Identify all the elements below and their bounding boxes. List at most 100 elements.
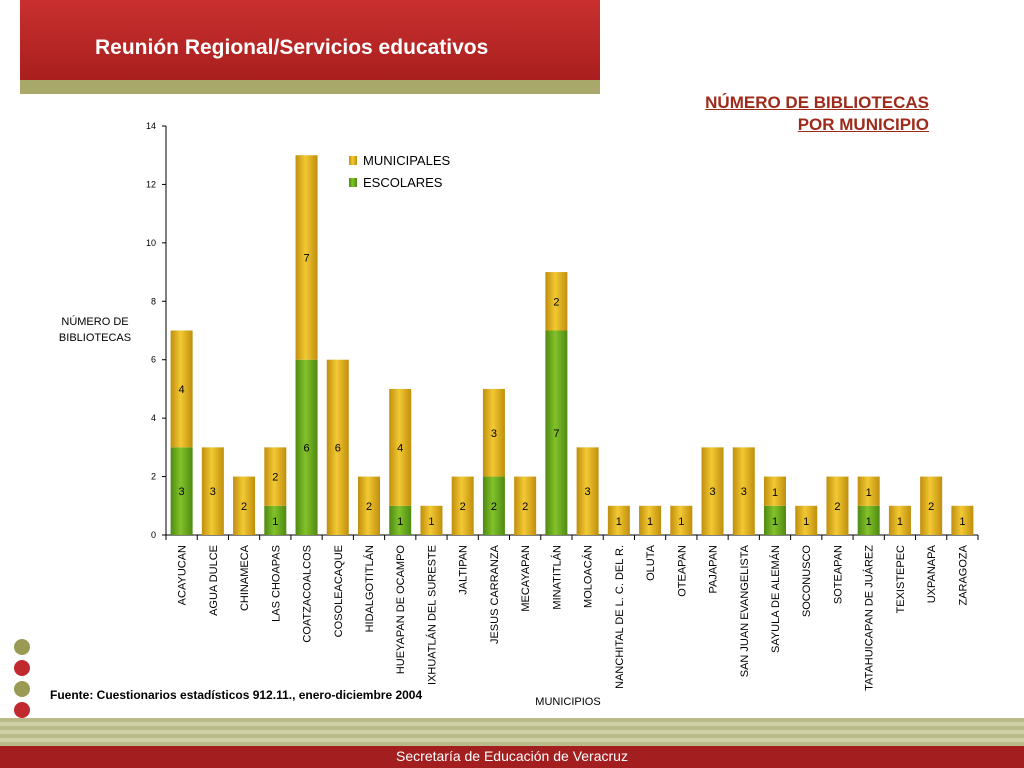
- bar-escolares: [482, 476, 505, 535]
- decorative-circle: [14, 660, 30, 676]
- category-label: TEXISTEPEC: [895, 545, 907, 614]
- category-label: AGUA DULCE: [208, 545, 220, 616]
- bar-municipales: [514, 476, 537, 535]
- category-label: CHINAMECA: [239, 544, 251, 611]
- data-label: 4: [179, 384, 185, 396]
- category-label: SAN JUAN EVANGELISTA: [739, 544, 751, 677]
- data-label: 1: [866, 487, 872, 499]
- legend-label: ESCOLARES: [363, 175, 443, 190]
- data-label: 1: [678, 516, 684, 528]
- bar-escolares: [295, 359, 318, 535]
- category-label: COATZACOALCOS: [302, 545, 314, 643]
- bar-escolares: [545, 330, 568, 535]
- data-label: 2: [928, 501, 934, 513]
- legend-swatch: [349, 178, 357, 187]
- y-tick-label: 6: [151, 355, 156, 365]
- bar-municipales: [576, 447, 599, 535]
- data-label: 2: [460, 501, 466, 513]
- decorative-circle: [14, 639, 30, 655]
- bar-escolares: [389, 505, 412, 535]
- data-label: 6: [335, 442, 341, 454]
- y-tick-label: 2: [151, 472, 156, 482]
- category-label: SAYULA DE ALEMÁN: [769, 545, 782, 653]
- category-label: HIDALGOTITLÁN: [363, 545, 376, 632]
- data-label: 7: [303, 252, 309, 264]
- bar-municipales: [545, 272, 568, 331]
- bar-municipales: [420, 505, 443, 535]
- footer-text: Secretaría de Educación de Veracruz: [396, 748, 628, 764]
- header-stripe: [20, 80, 600, 94]
- bar-municipales: [607, 505, 630, 535]
- bar-municipales: [201, 447, 224, 535]
- footer-banner: [0, 746, 1024, 768]
- data-label: 1: [866, 516, 872, 528]
- category-label: MECAYAPAN: [520, 545, 532, 612]
- data-label: 2: [241, 501, 247, 513]
- data-label: 1: [772, 487, 778, 499]
- data-label: 7: [553, 428, 559, 440]
- bar-municipales: [670, 505, 693, 535]
- data-label: 1: [272, 516, 278, 528]
- data-label: 2: [366, 501, 372, 513]
- bar-municipales: [295, 155, 318, 360]
- bar-municipales: [326, 359, 349, 535]
- bar-municipales: [764, 476, 786, 506]
- category-label: IXHUATLÁN DEL SURESTE: [425, 545, 438, 685]
- data-label: 3: [179, 486, 185, 498]
- category-label: PAJAPAN: [708, 545, 720, 594]
- bar-municipales: [358, 476, 380, 535]
- data-label: 3: [210, 486, 216, 498]
- category-label: LAS CHOAPAS: [270, 545, 282, 622]
- data-label: 2: [834, 501, 840, 513]
- bar-municipales: [233, 476, 256, 535]
- bar-municipales: [951, 505, 974, 535]
- decorative-circle: [14, 681, 30, 697]
- bar-municipales: [482, 388, 505, 477]
- y-tick-label: 10: [146, 238, 156, 248]
- slide-heading-line2: POR MUNICIPIO: [797, 115, 929, 134]
- y-axis-label: NÚMERO DE BIBLIOTECAS: [59, 315, 131, 344]
- bar-municipales: [795, 505, 818, 535]
- data-label: 2: [272, 472, 278, 484]
- data-label: 1: [647, 516, 653, 528]
- data-label: 1: [897, 516, 903, 528]
- bar-municipales: [920, 476, 943, 535]
- decorative-circles: [14, 639, 30, 723]
- legend-label: MUNICIPALES: [363, 153, 450, 168]
- bar-municipales: [888, 505, 911, 535]
- category-label: ZARAGOZA: [957, 544, 969, 605]
- y-tick-label: 12: [146, 179, 156, 189]
- category-label: JESUS CARRANZA: [489, 544, 501, 644]
- data-label: 2: [522, 501, 528, 513]
- data-label: 3: [709, 486, 715, 498]
- category-label: MINATITLÁN: [550, 545, 563, 610]
- data-label: 3: [491, 428, 497, 440]
- category-label: TATAHUICAPAN DE JUÁREZ: [863, 545, 876, 691]
- category-label: OTEAPAN: [676, 545, 688, 597]
- data-label: 4: [397, 442, 403, 454]
- data-label: 1: [959, 516, 965, 528]
- slide-heading: NÚMERO DE BIBLIOTECAS POR MUNICIPIO: [705, 92, 929, 136]
- data-label: 1: [616, 516, 622, 528]
- footer-stripe: [0, 718, 1024, 746]
- slide-heading-line1: NÚMERO DE BIBLIOTECAS: [705, 93, 929, 112]
- data-label: 2: [491, 501, 497, 513]
- bar-municipales: [451, 476, 474, 535]
- legend-swatch: [349, 156, 357, 165]
- data-label: 1: [397, 516, 403, 528]
- category-label: OLUTA: [645, 544, 657, 581]
- category-label: JALTIPAN: [458, 545, 470, 595]
- bar-municipales: [639, 505, 662, 535]
- data-label: 2: [553, 296, 559, 308]
- y-tick-label: 0: [151, 530, 156, 540]
- category-label: SOTEAPAN: [832, 545, 844, 604]
- category-label: HUEYAPAN DE OCAMPO: [395, 545, 407, 675]
- category-label: COSOLEACAQUE: [333, 545, 345, 637]
- y-tick-label: 8: [151, 296, 156, 306]
- data-label: 3: [741, 486, 747, 498]
- category-label: ACAYUCAN: [177, 545, 189, 605]
- y-tick-label: 4: [151, 413, 156, 423]
- bar-municipales: [732, 447, 755, 535]
- decorative-circle: [14, 702, 30, 718]
